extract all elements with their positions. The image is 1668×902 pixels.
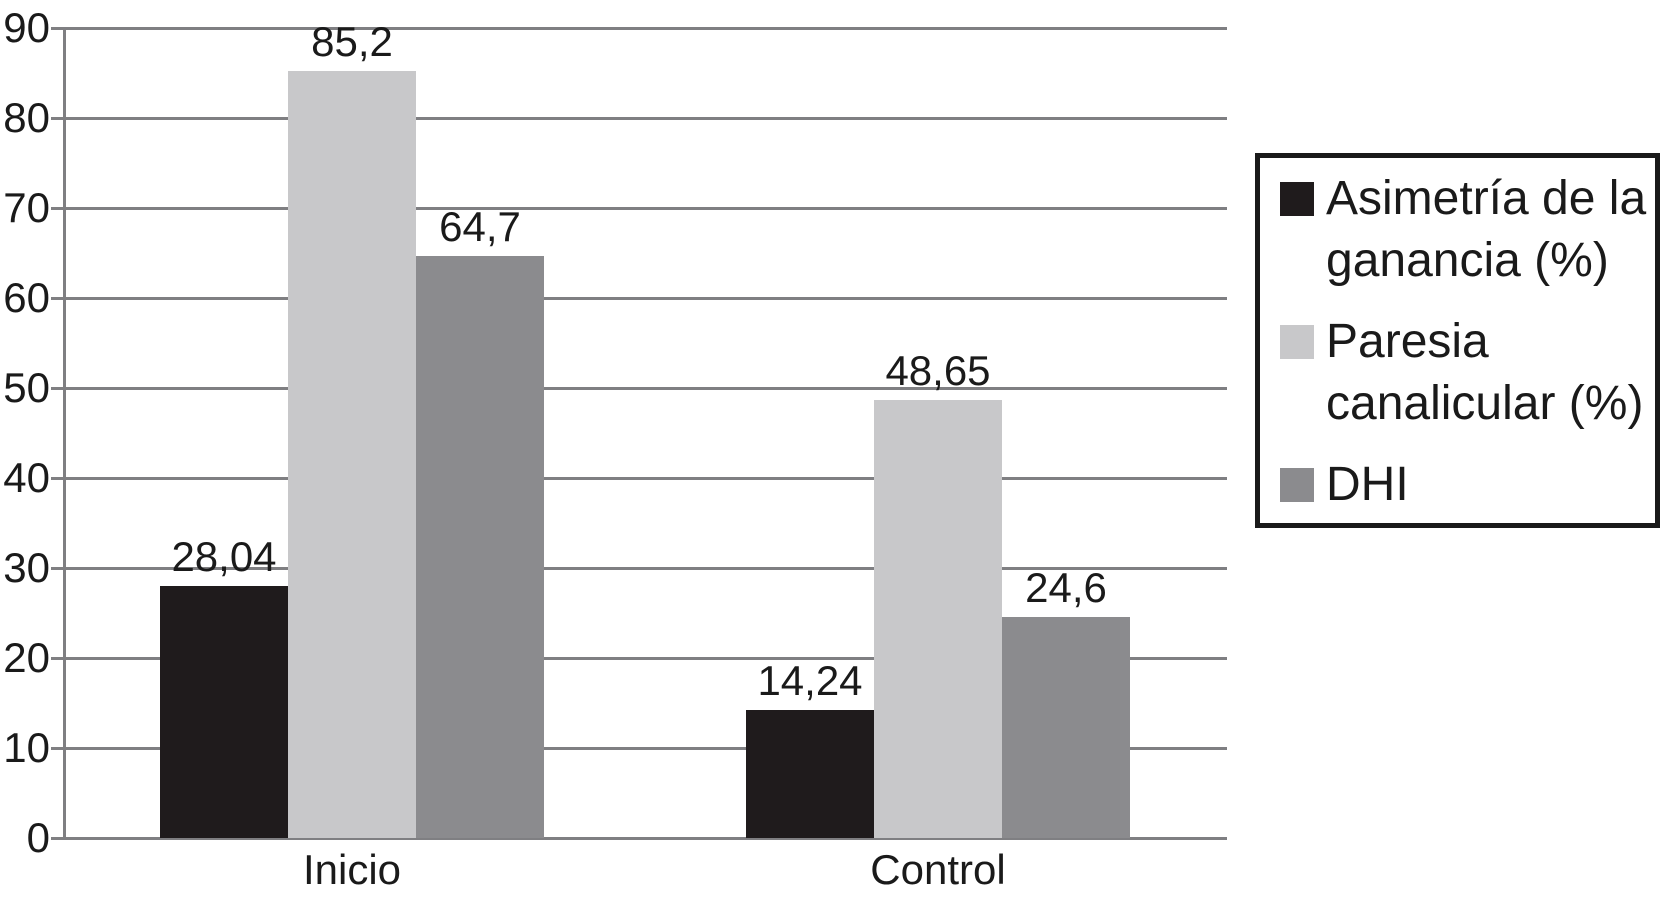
bar-inicio-series-1 [160, 586, 288, 838]
legend-item: DHI [1280, 454, 1649, 516]
bar-control-series-1 [746, 710, 874, 838]
bar-value-label: 14,24 [757, 657, 863, 704]
bar-value-label: 85,2 [311, 18, 393, 65]
x-axis-category-label: Inicio [302, 846, 402, 893]
bar-value-label: 24,6 [1025, 564, 1107, 611]
legend-swatch-series-2 [1280, 325, 1314, 359]
y-axis-tick-label: 10 [3, 724, 50, 771]
y-axis-tick-label: 30 [3, 544, 50, 591]
x-axis-category-label: Control [870, 846, 1006, 893]
gridline [51, 117, 1227, 120]
gridline [51, 207, 1227, 210]
gridline [51, 387, 1227, 390]
bar-value-label: 48,65 [885, 347, 991, 394]
y-axis-tick-label: 60 [3, 274, 50, 321]
gridline [51, 657, 1227, 660]
bar-inicio-series-3 [416, 256, 544, 838]
bar-inicio-series-2 [288, 71, 416, 838]
x-axis-baseline [51, 837, 1227, 840]
legend-swatch-series-3 [1280, 468, 1314, 502]
gridline [51, 297, 1227, 300]
legend-swatch-series-1 [1280, 182, 1314, 216]
legend-item: Asimetría de la ganancia (%) [1280, 168, 1649, 292]
legend: Asimetría de la ganancia (%) Paresia cana… [1255, 153, 1660, 528]
y-axis-tick-label: 40 [3, 454, 50, 501]
y-axis-tick-label: 70 [3, 184, 50, 231]
y-axis-tick-label: 0 [26, 814, 50, 861]
bar-control-series-2 [874, 400, 1002, 838]
legend-item: Paresia canalicular (%) [1280, 311, 1649, 435]
legend-label: Paresia canalicular (%) [1326, 315, 1644, 430]
y-axis-tick-label: 80 [3, 94, 50, 141]
bar-value-label: 64,7 [439, 203, 521, 250]
y-axis-tick-label: 90 [3, 4, 50, 51]
gridline [51, 747, 1227, 750]
y-axis-line [63, 27, 66, 838]
legend-label: Asimetría de la ganancia (%) [1326, 172, 1647, 287]
gridline [51, 477, 1227, 480]
gridline [51, 27, 1227, 30]
bar-value-label: 28,04 [171, 533, 277, 580]
y-axis-tick-label: 20 [3, 634, 50, 681]
y-axis-tick-label: 50 [3, 364, 50, 411]
legend-label: DHI [1326, 458, 1409, 511]
gridline [51, 567, 1227, 570]
bar-control-series-3 [1002, 617, 1130, 838]
